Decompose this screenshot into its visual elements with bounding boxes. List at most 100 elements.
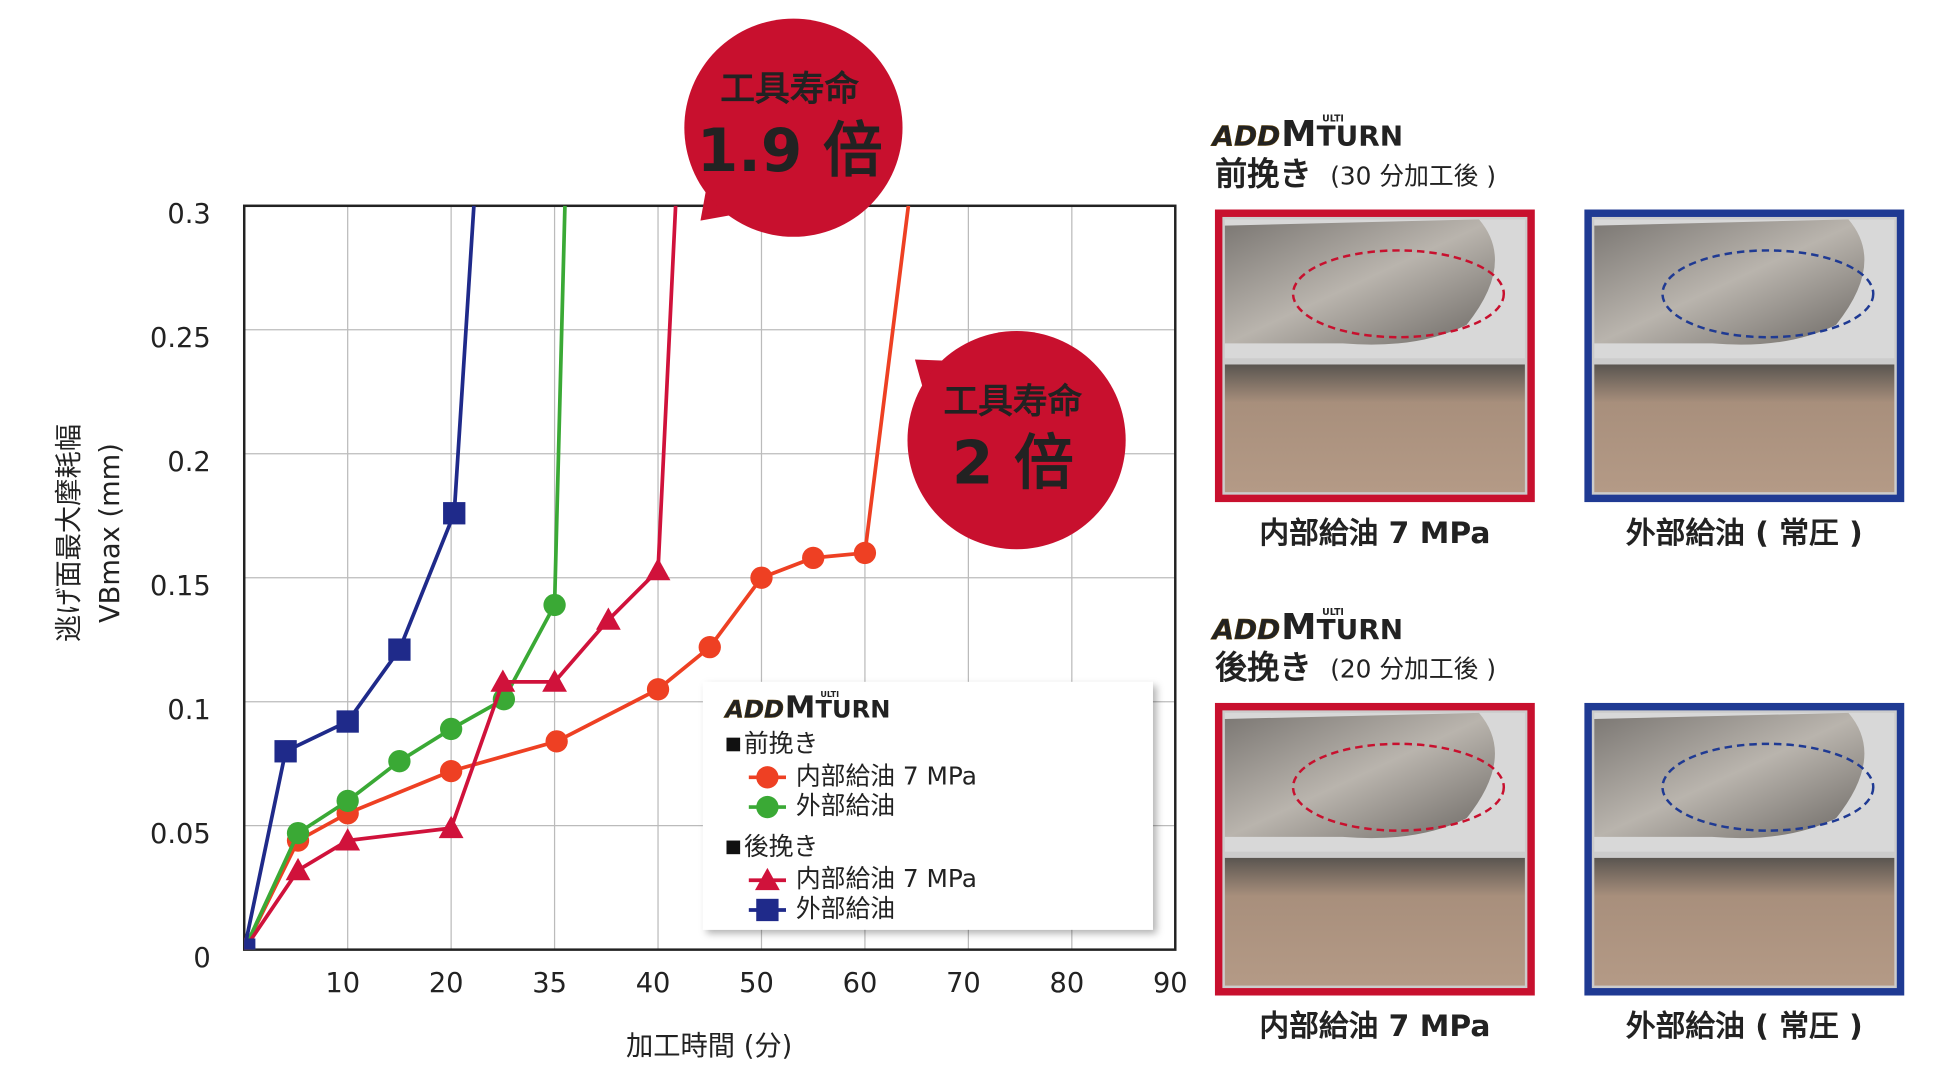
legend-label: 外部給油 <box>796 791 895 820</box>
x-tick-label: 70 <box>946 968 981 999</box>
data-point <box>439 759 463 783</box>
y-tick-label: 0 <box>193 943 210 974</box>
data-point <box>543 593 566 617</box>
x-tick-label: 60 <box>843 968 878 999</box>
panel-note: (20 分加工後 ) <box>1330 655 1496 684</box>
legend-group-title: 後挽き <box>744 832 818 861</box>
legend-label: 内部給油 7 MPa <box>796 761 977 790</box>
logo-text: M <box>1281 607 1316 648</box>
tool-photo <box>1584 702 1905 996</box>
data-point <box>388 750 411 773</box>
panel-title: 前挽き <box>1215 155 1312 193</box>
photo-caption: 内部給油 7 MPa <box>1259 516 1490 551</box>
data-point <box>335 828 361 851</box>
y-tick-label: 0.25 <box>150 323 211 354</box>
logo-text: ADD <box>1210 613 1280 646</box>
tool-insert <box>1224 219 1495 345</box>
data-point <box>274 740 297 763</box>
x-tick-label: 10 <box>325 968 360 999</box>
x-axis-title: 加工時間 (分) <box>626 1031 792 1062</box>
data-point <box>438 815 464 839</box>
y-tick-label: 0.2 <box>167 447 210 478</box>
y-tick-label: 0.1 <box>167 695 210 726</box>
callout-text: 2 倍 <box>952 429 1074 498</box>
data-point <box>490 669 516 692</box>
legend-marker <box>756 898 779 922</box>
logo-text: ULTI <box>820 690 839 699</box>
tool-photo <box>1214 209 1535 503</box>
data-point <box>244 938 256 950</box>
data-point <box>698 635 721 659</box>
logo-text: ULTI <box>1322 114 1344 125</box>
photo-border <box>1214 209 1535 503</box>
y-tick-label: 0.05 <box>150 819 211 850</box>
data-point <box>443 502 466 525</box>
legend-label: 内部給油 7 MPa <box>796 864 977 893</box>
data-point <box>336 710 359 733</box>
logo-text: ADD <box>723 695 784 723</box>
wear-mark <box>1291 249 1506 339</box>
callout: 工具寿命 1.9 倍 <box>684 18 903 237</box>
x-tick-label: 20 <box>429 968 464 999</box>
data-point <box>285 857 311 881</box>
data-point <box>595 607 621 630</box>
photo-bottom <box>1594 857 1895 986</box>
legend-marker <box>756 795 779 819</box>
series-line <box>244 205 476 950</box>
logo-text: TURN <box>1317 613 1403 646</box>
tool-insert <box>1224 712 1495 839</box>
logo-text: TURN <box>1317 120 1403 153</box>
legend-group-bullet <box>726 737 741 752</box>
data-point <box>853 541 877 565</box>
tool-photo <box>1584 209 1905 503</box>
data-point <box>336 789 359 813</box>
photo-bottom <box>1224 364 1525 493</box>
callout-title: 工具寿命 <box>943 381 1082 422</box>
data-point <box>545 730 568 753</box>
x-tick-label: 80 <box>1050 968 1085 999</box>
logo-text: ADD <box>1210 120 1280 153</box>
wear-mark <box>1291 742 1506 832</box>
legend-marker <box>756 766 779 789</box>
y-tick-label: 0.15 <box>150 571 211 602</box>
logo-text: ULTI <box>1322 607 1344 618</box>
plot-area <box>244 205 911 950</box>
x-tick-label: 40 <box>636 968 671 999</box>
photo-caption: 内部給油 7 MPa <box>1259 1009 1490 1044</box>
callout-title: 工具寿命 <box>720 69 859 110</box>
panel-title: 後挽き <box>1215 648 1312 686</box>
logo-text: M <box>1281 114 1316 155</box>
legend-marker <box>755 867 780 891</box>
callout: 工具寿命 2 倍 <box>907 331 1126 550</box>
data-point <box>439 717 463 741</box>
photo-border <box>1584 209 1905 503</box>
tool-photo <box>1214 702 1535 996</box>
legend-group-bullet <box>726 840 741 855</box>
photo-border <box>1214 702 1535 996</box>
y-axis-title: 逃げ面最大摩耗幅 <box>54 424 85 642</box>
tool-insert <box>1594 712 1865 839</box>
legend-label: 外部給油 <box>796 894 895 923</box>
photo-caption: 外部給油 ( 常圧 ) <box>1626 1009 1863 1044</box>
photo-border <box>1584 702 1905 996</box>
wear-mark <box>1661 249 1875 339</box>
data-point <box>542 669 567 692</box>
photo-bottom <box>1594 364 1895 493</box>
data-point <box>286 821 310 845</box>
legend-group-title: 前挽き <box>744 729 818 758</box>
wear-mark <box>1661 742 1875 832</box>
tool-insert <box>1594 219 1865 345</box>
chart: 0 0.05 0.1 0.15 0.2 0.25 0.3 10 20 35 40 50 60 70 80 90… <box>54 18 1188 1062</box>
x-tick-label: 50 <box>739 968 774 999</box>
x-tick-label: 35 <box>532 968 567 999</box>
y-tick-label: 0.3 <box>167 199 210 230</box>
logo-text: M <box>785 690 815 725</box>
callout-bubble <box>907 331 1126 550</box>
data-point <box>750 566 773 589</box>
logo-text: TURN <box>816 695 891 723</box>
